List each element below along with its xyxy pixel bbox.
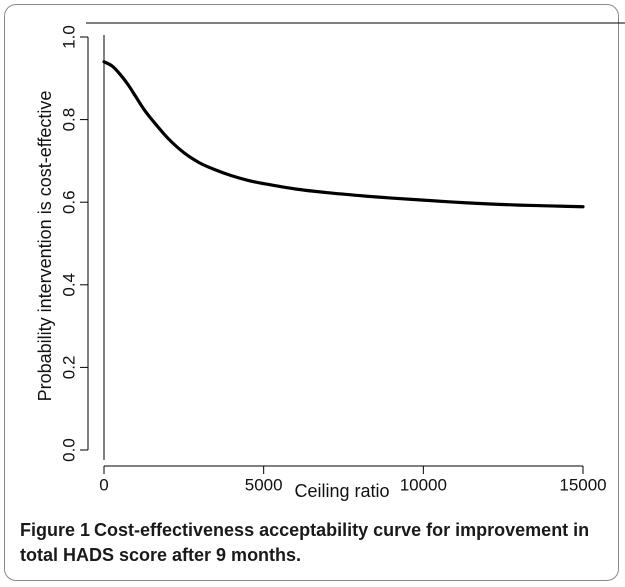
y-tick-label: 0.8 [59,108,78,132]
series-layer [102,60,585,209]
figure-caption-text: Cost-effectiveness acceptability curve f… [20,520,590,565]
axes [86,22,625,467]
x-tick-label: 0 [99,475,108,494]
x-axis-label: Ceiling ratio [294,481,389,501]
x-tick-label: 5000 [245,475,283,494]
plot-frame-helper [86,22,625,460]
y-tick-label: 0.6 [59,190,78,214]
x-tick-label: 10000 [400,475,447,494]
chart: 0.0 0.2 0.4 0.6 0.8 1.0 0 5000 10000 15000 Ceilin… [35,22,625,501]
x-tick-label: 15000 [559,475,606,494]
y-tick-label: 1.0 [59,25,78,49]
figure-caption: Figure 1 Cost-effectiveness acceptability… [20,518,600,568]
figure-frame [4,4,619,581]
y-tick-label: 0.0 [59,438,78,462]
ticks: 0.0 0.2 0.4 0.6 0.8 1.0 0 5000 10000 15000 [59,25,606,494]
series-line [102,60,585,209]
y-axis-label: Probability intervention is cost-effecti… [35,91,55,402]
figure-caption-label: Figure 1 [20,520,91,540]
y-tick-label: 0.2 [59,356,78,380]
y-tick-label: 0.4 [59,273,78,297]
